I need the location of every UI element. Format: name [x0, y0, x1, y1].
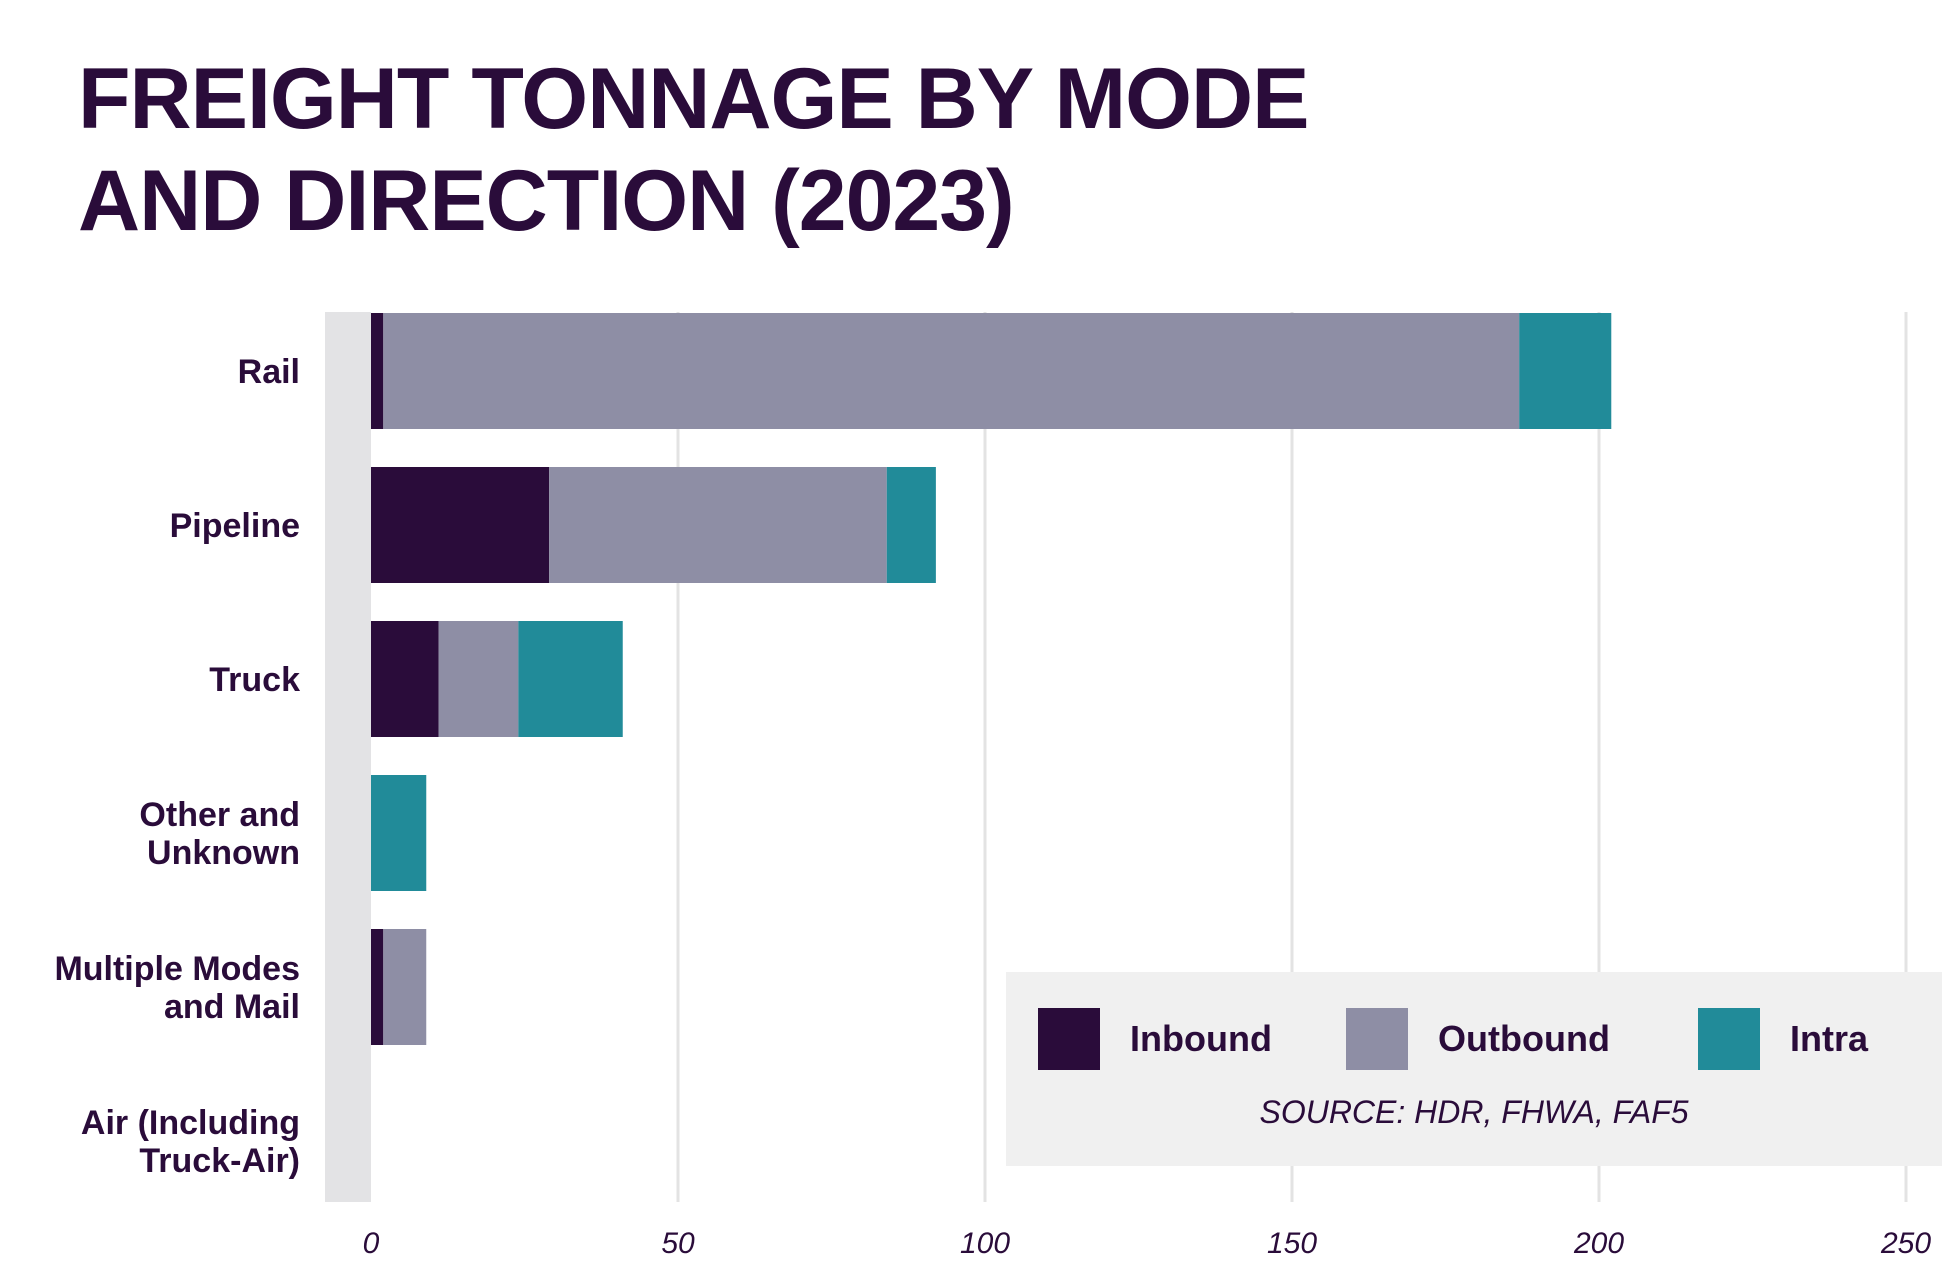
legend-item-inbound: Inbound — [1038, 1008, 1272, 1070]
bar-inbound-4 — [371, 929, 384, 1045]
legend-swatch-outbound — [1346, 1008, 1408, 1070]
chart-title: FREIGHT TONNAGE BY MODE AND DIRECTION (2… — [78, 48, 1478, 252]
bar-intra-1 — [886, 467, 936, 583]
category-label-line: Pipeline — [170, 507, 300, 545]
category-label-line: Air (Including — [81, 1104, 300, 1142]
x-tick-label-250: 250 — [1880, 1227, 1931, 1260]
x-tick-label-0: 0 — [363, 1227, 380, 1260]
bar-inbound-1 — [371, 467, 550, 583]
legend-label-inbound: Inbound — [1130, 1018, 1272, 1059]
bar-intra-0 — [1519, 313, 1612, 429]
legend-item-outbound: Outbound — [1346, 1008, 1610, 1070]
category-label-line: Rail — [238, 353, 300, 391]
chart-title-line-2: AND DIRECTION (2023) — [78, 153, 1015, 249]
category-label-2: Truck — [209, 661, 300, 699]
category-label-3: Other and Unknown — [139, 796, 300, 872]
bar-outbound-0 — [383, 313, 1520, 429]
x-tick-label-100: 100 — [960, 1227, 1010, 1260]
category-label-line: Multiple Modes — [54, 950, 300, 988]
bar-inbound-2 — [371, 621, 439, 737]
bar-inbound-0 — [371, 313, 384, 429]
category-label-line: Other and — [139, 796, 300, 834]
x-tick-label-50: 50 — [661, 1227, 695, 1260]
category-label-5: Air (Including Truck-Air) — [81, 1104, 300, 1180]
bar-intra-2 — [518, 621, 623, 737]
bar-outbound-4 — [383, 929, 427, 1045]
y-axis-band — [325, 312, 371, 1202]
legend-label-intra: Intra — [1790, 1018, 1869, 1059]
source-note: SOURCE: HDR, FHWA, FAF5 — [1259, 1094, 1689, 1130]
chart-title-line-1: FREIGHT TONNAGE BY MODE — [78, 51, 1309, 147]
chart-legend: Inbound Outbound Intra SOURCE: HDR, FHWA… — [1006, 972, 1942, 1166]
x-tick-label-150: 150 — [1267, 1227, 1317, 1260]
category-label-0: Rail — [238, 353, 300, 391]
bar-intra-3 — [371, 775, 427, 891]
category-label-line: Unknown — [147, 834, 300, 872]
category-label-4: Multiple Modes and Mail — [54, 950, 300, 1026]
legend-swatch-inbound — [1038, 1008, 1100, 1070]
legend-swatch-intra — [1698, 1008, 1760, 1070]
legend-label-outbound: Outbound — [1438, 1018, 1610, 1059]
category-label-1: Pipeline — [170, 507, 300, 545]
category-label-line: and Mail — [164, 988, 300, 1026]
legend-item-intra: Intra — [1698, 1008, 1868, 1070]
bar-outbound-1 — [549, 467, 887, 583]
x-tick-label-200: 200 — [1573, 1227, 1624, 1260]
bar-outbound-2 — [438, 621, 519, 737]
category-label-line: Truck — [209, 661, 300, 699]
category-label-line: Truck-Air) — [139, 1142, 300, 1180]
